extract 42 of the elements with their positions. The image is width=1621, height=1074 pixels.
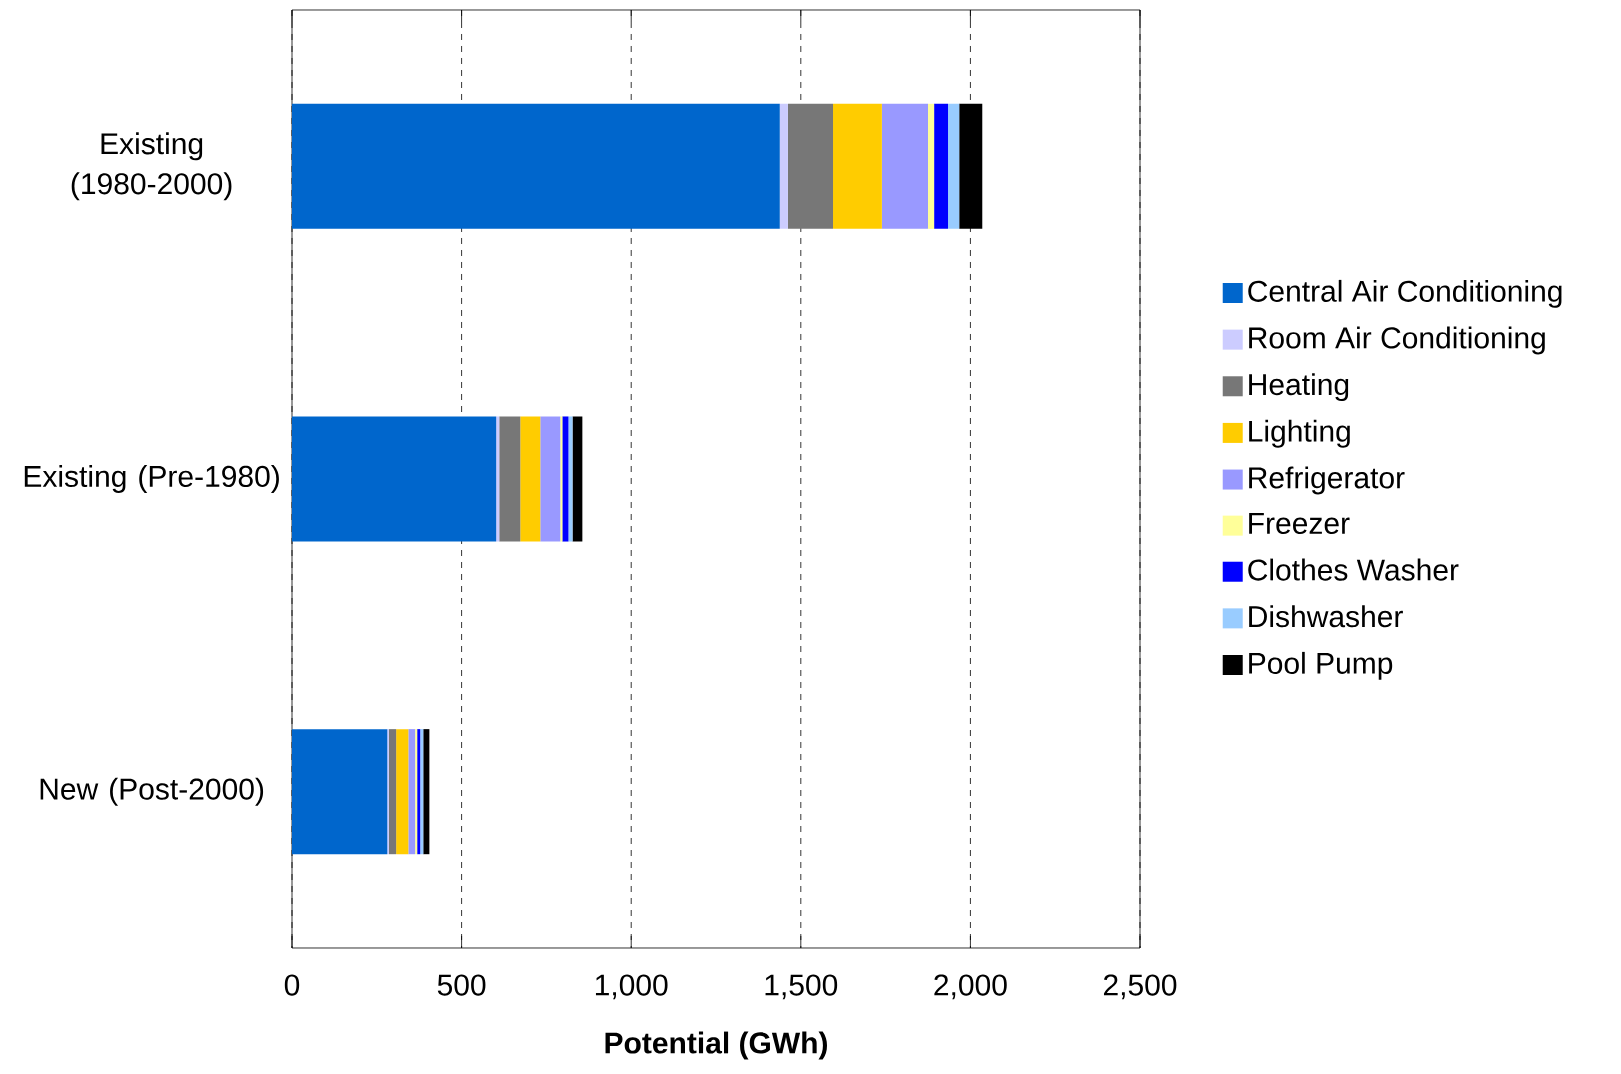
bar xyxy=(540,416,561,542)
bar xyxy=(928,103,935,229)
bar xyxy=(948,103,960,229)
bar xyxy=(292,103,780,229)
bar xyxy=(423,729,430,855)
legend-label: Heating xyxy=(1249,373,1349,402)
legend-label: Refrigerator xyxy=(1249,466,1405,495)
bar xyxy=(833,103,882,229)
bar xyxy=(787,103,834,229)
legend-label: Pool Pump xyxy=(1249,651,1393,680)
x-tick-label: 500 xyxy=(437,974,486,996)
legend-label: Lighting xyxy=(1249,419,1350,448)
x-tick-label: 2,000 xyxy=(934,974,1007,1000)
y-tick-label: Existing (1980-2000) xyxy=(71,132,232,201)
y-tick-label: Existing (Pre-1980) xyxy=(24,465,279,493)
legend-label: Room Air Conditioning xyxy=(1249,326,1545,355)
bar xyxy=(499,416,521,542)
bar xyxy=(389,729,397,855)
bar xyxy=(396,729,409,855)
legend-label: Central Air Conditioning xyxy=(1248,279,1562,308)
legend-label: Clothes Washer xyxy=(1248,558,1459,581)
bar xyxy=(572,416,583,542)
x-tick-label: 2,500 xyxy=(1103,974,1177,1000)
bar xyxy=(292,416,497,542)
bar xyxy=(496,416,500,542)
bar xyxy=(881,103,929,229)
legend-label: Freezer xyxy=(1249,513,1350,534)
x-tick-label: 0 xyxy=(284,974,300,996)
bar xyxy=(934,103,949,229)
bar xyxy=(562,416,569,542)
bar xyxy=(568,416,573,542)
bar xyxy=(520,416,541,542)
bar xyxy=(408,729,416,855)
bar xyxy=(959,103,983,229)
legend-label: Dishwasher xyxy=(1249,605,1403,628)
bar xyxy=(560,416,563,542)
bar xyxy=(779,103,788,229)
y-tick-label: New (Post-2000) xyxy=(40,777,264,806)
x-axis-title: Potential (GWh) xyxy=(605,1031,827,1060)
x-tick-label: 1,500 xyxy=(765,974,838,1000)
bar xyxy=(292,729,388,855)
x-tick-label: 1,000 xyxy=(595,974,668,1000)
